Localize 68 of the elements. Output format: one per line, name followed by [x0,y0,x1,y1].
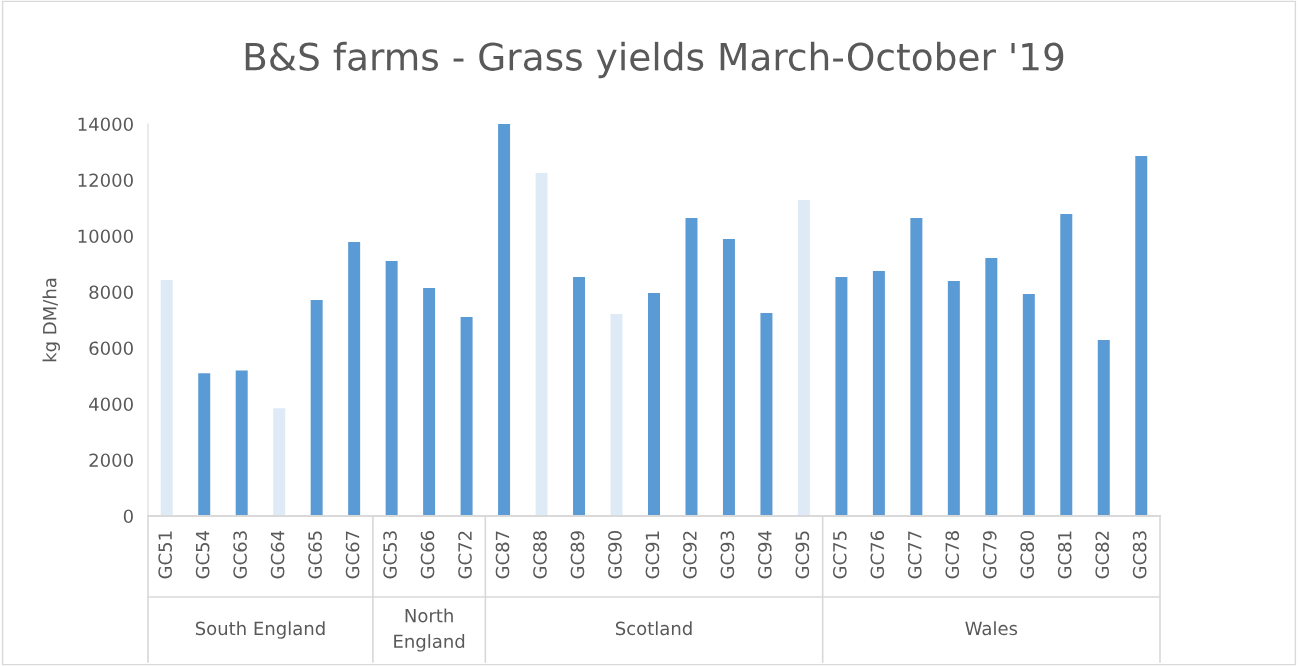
bar [460,316,473,516]
x-tick-label: GC94 [758,530,772,579]
x-tick-label: GC75 [832,531,847,579]
x-tick-label: GC54 [195,530,210,579]
bar [423,288,436,516]
y-tick-label: 8000 [89,285,133,300]
bar [235,370,248,516]
chart-title: B&S farms - Grass yields March-October '19 [245,41,1064,79]
x-tick-label: GC93 [720,531,735,579]
bar [872,271,885,516]
bar [348,241,361,516]
bar [498,124,511,516]
text: North England [394,608,465,652]
text: South England [195,621,325,639]
bar [1022,293,1035,516]
bar [722,239,735,516]
bar [310,300,323,516]
text: Scotland [615,621,692,636]
bar [385,260,398,516]
bar [610,314,623,516]
x-tick-label: GC66 [420,531,435,579]
x-tick-label: GC91 [645,531,660,579]
x-tick-label: GC76 [870,531,885,579]
bar [797,199,810,516]
x-tick-label: GC81 [1057,531,1072,579]
y-tick-label: 6000 [89,341,133,356]
y-tick-label: 12000 [78,173,133,188]
bar [198,373,211,516]
text: Wales [965,621,1018,636]
bar [685,218,698,516]
bar [273,408,286,516]
bar [1135,155,1148,516]
bar [1097,339,1110,516]
y-tick-label: 4000 [89,397,133,412]
x-tick-label: GC83 [1132,531,1147,579]
x-tick-label: GC64 [270,530,285,579]
bar [573,276,586,516]
x-tick-label: GC67 [345,531,360,579]
x-tick-label: GC90 [608,531,622,579]
bar [985,258,998,516]
bar [535,173,548,516]
x-tick-label: GC65 [308,531,322,579]
bar [760,313,773,516]
x-tick-label: GC88 [533,531,547,579]
bar [160,279,173,516]
x-tick-label: GC89 [570,531,585,579]
bar [910,218,923,516]
bar [648,293,660,516]
x-tick-label: GC78 [945,531,960,579]
y-tick-label: 14000 [78,117,133,132]
x-tick-label: GC92 [683,531,697,579]
bar [835,276,848,516]
x-tick-label: GC80 [1020,531,1035,579]
x-tick-label: GC82 [1095,531,1110,579]
x-tick-label: GC51 [158,531,172,579]
x-tick-label: GC79 [982,531,997,579]
x-tick-label: GC87 [495,531,510,579]
x-tick-label: GC53 [383,531,397,579]
y-tick-label: 10000 [78,229,133,244]
x-tick-label: GC72 [458,531,472,579]
x-tick-label: GC77 [907,531,922,579]
x-tick-label: GC95 [795,531,810,579]
bar [947,281,960,516]
x-tick-label: GC63 [233,531,247,579]
bar [1060,213,1073,516]
y-tick-label: 0 [123,509,133,524]
y-axis-title: kg DM/ha [42,278,61,362]
y-tick-label: 2000 [89,453,133,468]
